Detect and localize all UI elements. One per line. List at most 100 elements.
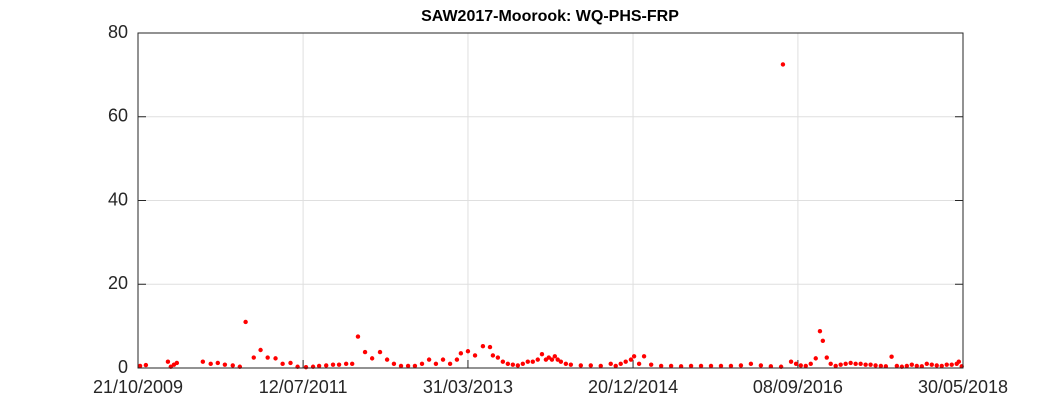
data-point [919, 364, 924, 369]
data-point [280, 361, 285, 367]
data-point [174, 360, 180, 366]
data-point [878, 363, 884, 369]
data-point [525, 359, 530, 364]
data-point [265, 355, 270, 360]
data-point [505, 361, 511, 367]
data-point [868, 362, 873, 367]
data-point [369, 356, 375, 361]
data-point [848, 360, 853, 366]
data-point [658, 363, 664, 369]
data-point [230, 363, 235, 368]
data-point [343, 361, 349, 367]
data-point [833, 363, 838, 369]
data-point [472, 353, 478, 358]
data-point [944, 362, 949, 367]
data-point [500, 359, 506, 364]
plot-frame [137, 32, 964, 369]
data-point [288, 360, 293, 366]
data-point [824, 355, 829, 360]
data-point [520, 361, 526, 367]
data-point [555, 357, 560, 362]
data-point [458, 351, 464, 356]
data-point [215, 360, 220, 366]
data-point [349, 361, 355, 367]
data-point [631, 354, 637, 359]
data-point [613, 363, 618, 369]
y-tick-label: 40 [108, 189, 128, 209]
data-point [398, 363, 404, 369]
data-point [324, 363, 329, 368]
data-point [949, 362, 954, 367]
data-point [530, 359, 535, 364]
data-point [883, 364, 889, 369]
data-point [222, 362, 228, 367]
data-point [636, 361, 642, 367]
data-point [718, 363, 724, 369]
data-point [391, 361, 397, 367]
data-point [623, 359, 628, 364]
data-point [440, 357, 446, 362]
data-point [273, 356, 278, 361]
data-point [258, 347, 263, 353]
data-point [143, 362, 149, 368]
data-point [828, 361, 833, 367]
data-point [738, 363, 744, 368]
data-point [480, 344, 486, 349]
data-point [803, 363, 808, 369]
data-point [929, 362, 934, 367]
data-point [853, 361, 858, 367]
y-tick-label: 0 [118, 357, 128, 377]
data-point [362, 349, 368, 355]
data-point [598, 363, 603, 369]
data-point [552, 354, 558, 359]
chart-title: SAW2017-Moorook: WQ-PHS-FRP [421, 8, 679, 25]
data-point [628, 357, 634, 362]
x-tick-label: 20/12/2014 [588, 377, 678, 397]
data-point [758, 363, 764, 368]
data-point [708, 363, 714, 369]
data-point [405, 363, 411, 369]
data-point [515, 363, 521, 368]
data-point [843, 361, 848, 367]
data-point [838, 362, 843, 367]
data-point [889, 354, 894, 359]
x-tick-label: 31/03/2013 [423, 377, 513, 397]
data-point [618, 361, 623, 367]
y-tick-label: 80 [108, 22, 128, 42]
data-point [798, 363, 803, 368]
data-point [355, 334, 361, 339]
data-point [384, 357, 390, 362]
data-point [137, 363, 143, 369]
data-point [535, 357, 540, 362]
data-point [487, 344, 493, 350]
data-point [539, 351, 545, 357]
x-tick-label: 12/07/2011 [259, 377, 348, 397]
data-point [813, 356, 818, 361]
data-point [165, 359, 171, 364]
data-point [208, 361, 213, 367]
x-tick-label: 30/05/2018 [918, 377, 1008, 397]
data-point [780, 62, 786, 67]
data-point [558, 359, 564, 364]
data-point [549, 357, 555, 362]
data-point [433, 361, 439, 367]
data-point [873, 363, 878, 368]
data-point [412, 363, 418, 369]
data-point [668, 363, 674, 369]
data-point [808, 361, 813, 367]
data-point [817, 328, 823, 334]
data-point [956, 359, 962, 364]
data-point [243, 319, 248, 325]
data-point [894, 363, 900, 369]
data-point [330, 362, 336, 367]
data-point [768, 364, 774, 369]
data-point [934, 363, 939, 368]
data-point [200, 359, 206, 364]
data-point [904, 363, 910, 369]
data-point [495, 355, 501, 360]
data-point [336, 362, 342, 367]
data-point [608, 361, 613, 367]
data-point [793, 361, 799, 367]
